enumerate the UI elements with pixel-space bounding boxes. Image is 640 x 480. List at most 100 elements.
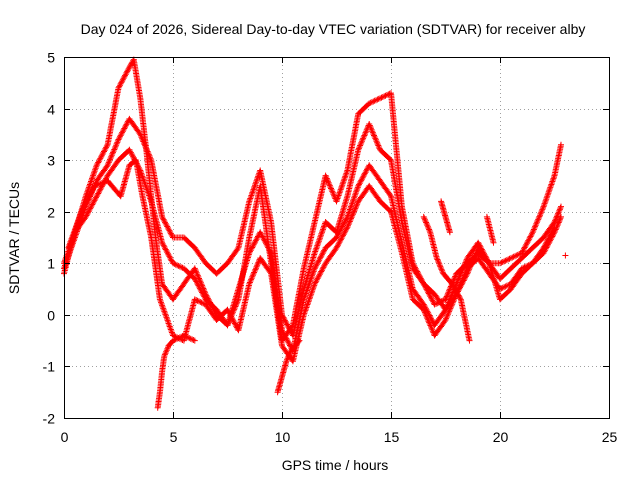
data-point (128, 66, 130, 68)
data-point (510, 257, 512, 259)
x-tick-label: 25 (602, 429, 618, 445)
data-point (259, 257, 261, 259)
data-point (468, 340, 471, 342)
data-point (325, 262, 327, 264)
data-point (532, 262, 534, 264)
data-point (390, 195, 392, 197)
data-point (237, 329, 239, 331)
data-point (281, 345, 283, 347)
data-point (442, 273, 444, 275)
data-point (560, 144, 562, 146)
data-point (135, 159, 137, 161)
data-point (277, 391, 279, 393)
data-point (205, 262, 207, 264)
data-point (172, 262, 174, 264)
data-point (451, 283, 453, 285)
data-point (194, 247, 196, 249)
data-point (543, 236, 545, 239)
data-point (172, 340, 174, 342)
data-point (133, 59, 135, 61)
data-point (543, 247, 545, 249)
data-point (401, 252, 403, 254)
data-point (183, 340, 185, 342)
data-point (237, 288, 239, 290)
data-point (429, 231, 431, 233)
data-point (488, 273, 490, 275)
data-point (107, 175, 109, 177)
y-tick-label: 0 (47, 308, 55, 324)
data-point (532, 247, 534, 249)
data-point (357, 185, 359, 187)
series-trace-h (438, 198, 453, 236)
data-point (248, 236, 250, 239)
data-point (553, 221, 556, 223)
data-point (139, 133, 141, 135)
data-point (335, 200, 338, 202)
data-point (194, 340, 196, 342)
x-tick-label: 10 (275, 429, 291, 445)
data-point (346, 195, 348, 197)
data-point (85, 216, 87, 218)
data-points (61, 56, 569, 411)
x-axis-label: GPS time / hours (282, 457, 389, 473)
axis-ticks: 0 5 10 15 20 25 -2 -1 0 1 2 3 4 5 (43, 50, 618, 446)
data-point (270, 252, 272, 254)
data-point (237, 247, 239, 249)
series-trace-i (483, 213, 497, 246)
data-point (172, 298, 174, 300)
data-point (444, 319, 447, 321)
data-point (303, 298, 305, 300)
data-point (379, 180, 381, 182)
data-point (335, 236, 338, 239)
data-point (412, 267, 414, 269)
data-point (368, 102, 370, 104)
data-point (128, 118, 130, 120)
data-point (161, 216, 163, 218)
x-tick-label: 15 (384, 429, 400, 445)
data-point (325, 247, 327, 249)
data-point (183, 267, 185, 269)
data-point (155, 236, 157, 239)
data-point (499, 288, 501, 290)
data-point (379, 200, 381, 202)
data-point (423, 309, 425, 311)
data-point (346, 226, 348, 228)
data-point (390, 211, 392, 213)
data-point (139, 97, 141, 99)
data-point (159, 391, 161, 393)
data-point (248, 283, 250, 285)
data-point (521, 252, 523, 254)
series-trace-g (420, 213, 473, 344)
data-point (521, 273, 523, 275)
data-point (281, 376, 283, 378)
data-point (434, 303, 436, 306)
data-point (157, 407, 159, 409)
chart-title: Day 024 of 2026, Sidereal Day-to-day VTE… (81, 21, 586, 37)
data-point (117, 87, 120, 89)
y-tick-label: -2 (43, 411, 56, 427)
data-point (314, 267, 316, 269)
data-point (285, 360, 287, 362)
data-point (117, 138, 120, 141)
data-point (440, 200, 442, 202)
data-point (150, 200, 152, 202)
y-tick-label: 2 (47, 205, 55, 221)
data-point (226, 262, 229, 264)
data-point (292, 360, 294, 362)
data-point (183, 283, 185, 285)
y-tick-label: 1 (47, 256, 55, 272)
data-point (93, 185, 96, 187)
series-trace-d (65, 157, 558, 365)
data-point (460, 298, 462, 300)
data-point (510, 283, 512, 285)
data-point (303, 267, 305, 269)
data-point (510, 288, 512, 290)
data-point (488, 262, 490, 264)
data-point (436, 257, 438, 259)
data-point (553, 226, 556, 228)
data-point (390, 159, 392, 161)
data-point (150, 159, 152, 161)
data-point (423, 303, 425, 306)
data-point (379, 149, 381, 151)
